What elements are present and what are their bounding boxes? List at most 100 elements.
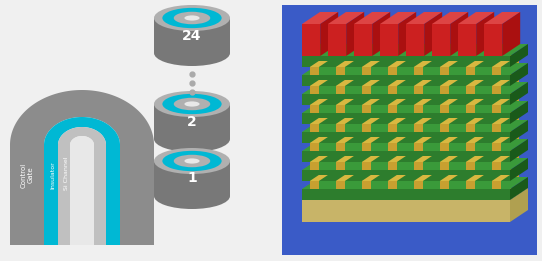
Polygon shape xyxy=(414,137,432,143)
Polygon shape xyxy=(336,118,354,124)
Polygon shape xyxy=(466,143,475,151)
Polygon shape xyxy=(414,99,432,105)
Polygon shape xyxy=(440,181,449,189)
Polygon shape xyxy=(450,12,468,56)
Polygon shape xyxy=(388,124,397,132)
Polygon shape xyxy=(336,124,345,132)
Polygon shape xyxy=(336,61,354,67)
Polygon shape xyxy=(302,94,510,105)
Polygon shape xyxy=(492,143,501,151)
Polygon shape xyxy=(398,12,416,56)
Ellipse shape xyxy=(163,94,222,114)
Polygon shape xyxy=(388,137,406,143)
Polygon shape xyxy=(302,132,510,143)
Polygon shape xyxy=(466,86,475,94)
Polygon shape xyxy=(492,67,501,75)
Polygon shape xyxy=(466,162,475,170)
Polygon shape xyxy=(466,137,484,143)
Ellipse shape xyxy=(163,151,222,171)
Polygon shape xyxy=(510,169,519,177)
Polygon shape xyxy=(302,177,528,189)
Polygon shape xyxy=(510,44,528,67)
Polygon shape xyxy=(492,175,510,181)
Polygon shape xyxy=(406,12,442,24)
Polygon shape xyxy=(58,127,106,245)
Polygon shape xyxy=(414,181,423,189)
Polygon shape xyxy=(476,12,494,56)
Polygon shape xyxy=(466,61,484,67)
Polygon shape xyxy=(310,175,328,181)
Polygon shape xyxy=(302,113,510,124)
Polygon shape xyxy=(388,162,397,170)
Polygon shape xyxy=(510,82,528,105)
Ellipse shape xyxy=(184,158,199,164)
Polygon shape xyxy=(302,24,320,56)
Polygon shape xyxy=(362,137,380,143)
Polygon shape xyxy=(310,162,319,170)
Polygon shape xyxy=(492,105,501,113)
Polygon shape xyxy=(328,12,364,24)
Polygon shape xyxy=(510,158,528,181)
Polygon shape xyxy=(380,12,416,24)
Polygon shape xyxy=(336,86,345,94)
Polygon shape xyxy=(414,61,432,67)
Polygon shape xyxy=(362,105,371,113)
Polygon shape xyxy=(388,61,406,67)
Polygon shape xyxy=(388,105,397,113)
Polygon shape xyxy=(328,24,346,56)
Polygon shape xyxy=(510,63,528,86)
Polygon shape xyxy=(154,18,230,53)
Polygon shape xyxy=(336,181,345,189)
Polygon shape xyxy=(310,124,319,132)
Polygon shape xyxy=(362,156,380,162)
Polygon shape xyxy=(388,175,406,181)
Polygon shape xyxy=(310,181,319,189)
Polygon shape xyxy=(362,162,371,170)
Polygon shape xyxy=(302,44,528,56)
Polygon shape xyxy=(440,118,458,124)
Polygon shape xyxy=(440,156,458,162)
Polygon shape xyxy=(302,200,510,222)
Polygon shape xyxy=(302,101,528,113)
Polygon shape xyxy=(466,67,475,75)
Polygon shape xyxy=(310,143,319,151)
Ellipse shape xyxy=(154,40,230,66)
Text: Insulator: Insulator xyxy=(50,161,55,189)
Polygon shape xyxy=(302,151,510,162)
Polygon shape xyxy=(336,175,354,181)
Polygon shape xyxy=(458,12,494,24)
Ellipse shape xyxy=(174,12,210,24)
Polygon shape xyxy=(466,181,475,189)
Ellipse shape xyxy=(184,15,199,21)
Polygon shape xyxy=(354,12,390,24)
Text: 24: 24 xyxy=(182,28,202,43)
Polygon shape xyxy=(440,175,458,181)
Ellipse shape xyxy=(154,183,230,209)
Polygon shape xyxy=(388,99,406,105)
Polygon shape xyxy=(492,80,510,86)
Polygon shape xyxy=(302,75,510,86)
Polygon shape xyxy=(336,156,354,162)
Polygon shape xyxy=(302,120,528,132)
Polygon shape xyxy=(414,86,423,94)
Polygon shape xyxy=(414,143,423,151)
Polygon shape xyxy=(492,181,501,189)
Polygon shape xyxy=(484,24,502,56)
Polygon shape xyxy=(492,124,501,132)
Ellipse shape xyxy=(154,91,230,117)
Polygon shape xyxy=(492,86,501,94)
Polygon shape xyxy=(388,118,406,124)
Polygon shape xyxy=(466,175,484,181)
Polygon shape xyxy=(510,150,519,158)
Polygon shape xyxy=(414,162,423,170)
Polygon shape xyxy=(310,61,328,67)
Polygon shape xyxy=(310,67,319,75)
Polygon shape xyxy=(432,12,468,24)
Polygon shape xyxy=(492,118,510,124)
Ellipse shape xyxy=(174,155,210,167)
Polygon shape xyxy=(336,80,354,86)
Polygon shape xyxy=(414,80,432,86)
Polygon shape xyxy=(440,143,449,151)
Polygon shape xyxy=(310,137,328,143)
Text: Control
Gate: Control Gate xyxy=(20,162,34,188)
